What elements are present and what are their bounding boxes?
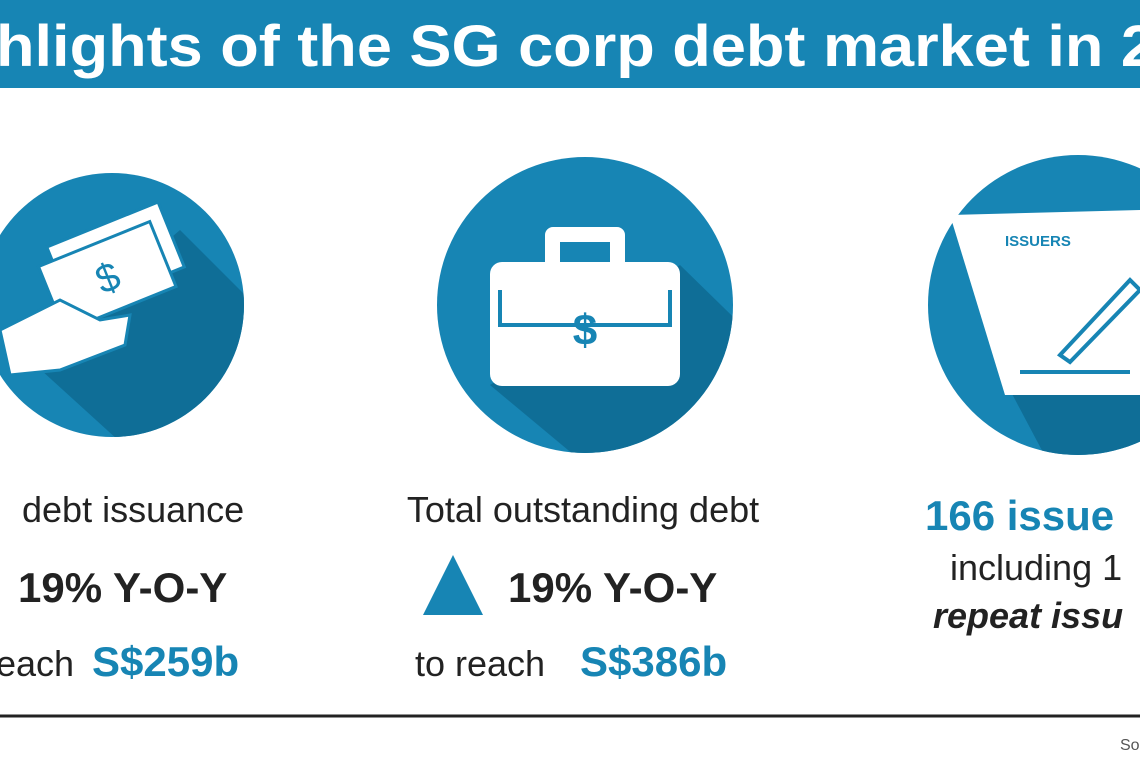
amount: S$259b [92,638,239,685]
change: 19% Y-O-Y [18,564,227,611]
emphasis: repeat issu [933,595,1123,636]
change: 19% Y-O-Y [508,564,717,611]
description: Total outstanding debt [407,489,759,530]
svg-text:$: $ [573,306,597,355]
source: So [1120,737,1140,754]
headline: 166 issue [925,492,1114,539]
prefix: to reach [415,643,545,684]
description: debt issuance [22,489,244,530]
amount: S$386b [580,638,727,685]
up-arrow [423,555,483,615]
detail: including 1 [950,547,1122,588]
icon-label: ISSUERS [1005,233,1071,250]
title: hlights of the SG corp debt market in 2 [0,14,1140,79]
issuers-icon: ISSUERS [928,155,1140,455]
header-band [0,0,1140,88]
prefix: each [0,643,74,684]
